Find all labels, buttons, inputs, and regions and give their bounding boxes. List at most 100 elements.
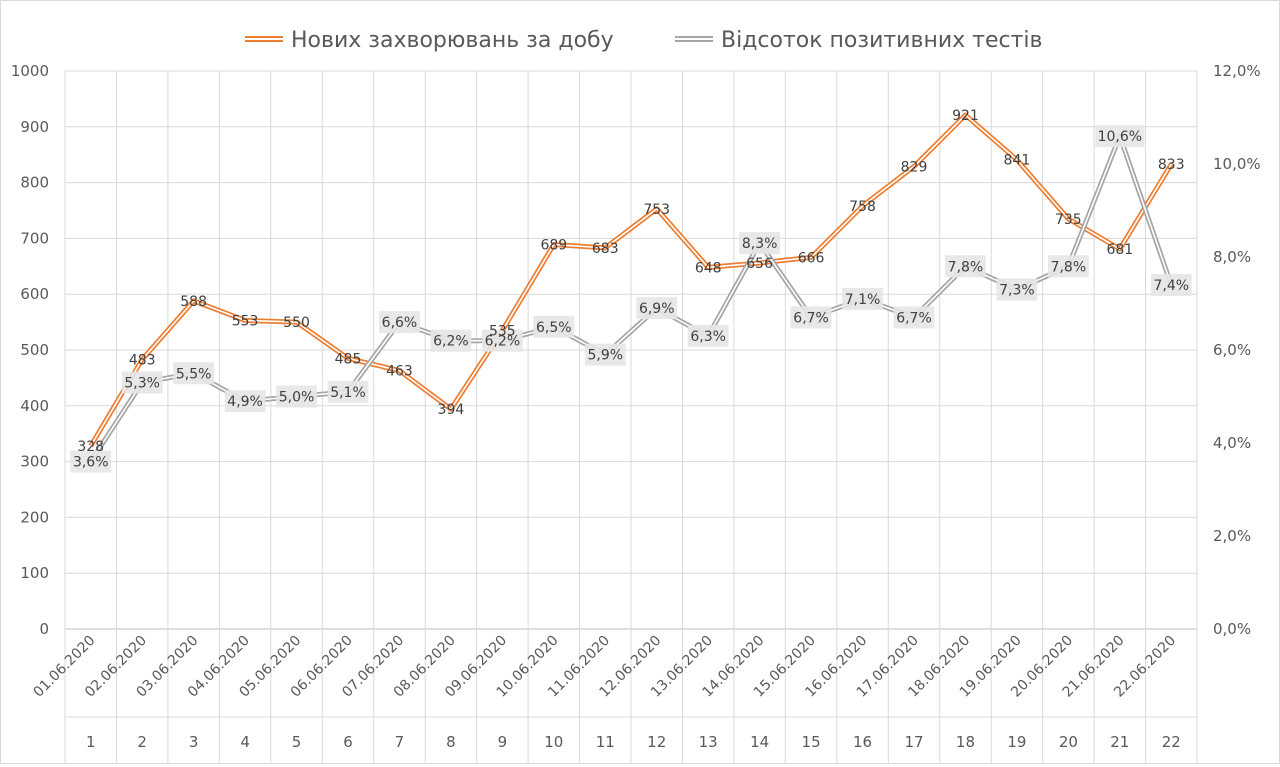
data-label-bg [739, 232, 781, 255]
x-index-label: 20 [1059, 733, 1078, 751]
x-index-label: 16 [853, 733, 872, 751]
data-label-new-cases: 689 [540, 238, 567, 254]
data-label-bg [276, 385, 317, 408]
x-index-label: 7 [395, 733, 405, 751]
data-label-new-cases: 753 [643, 202, 670, 218]
data-label-positive-rate: 7,3% [999, 283, 1035, 299]
data-label-bg [481, 329, 523, 352]
data-label-bg [636, 297, 678, 320]
x-index-label: 18 [956, 733, 975, 751]
data-label-bg [1047, 255, 1089, 278]
y-right-tick-label: 0,0% [1213, 620, 1251, 638]
data-label-new-cases: 463 [386, 364, 413, 380]
y-right-tick-label: 10,0% [1213, 155, 1261, 173]
data-label-positive-rate: 5,5% [176, 366, 212, 382]
x-index-label: 10 [544, 733, 563, 751]
data-label-new-cases: 483 [129, 352, 156, 368]
x-index-label: 21 [1110, 733, 1129, 751]
y-left-tick-label: 100 [20, 564, 49, 582]
data-label-bg [1150, 273, 1192, 296]
x-index-label: 11 [596, 733, 615, 751]
data-label-bg [173, 362, 215, 385]
data-label-bg [533, 315, 575, 338]
data-label-bg [379, 311, 420, 334]
data-label-positive-rate: 10,6% [1098, 129, 1142, 145]
y-axis-right: 0,0% 2,0% 4,0% 6,0% 8,0% 10,0% 12,0% [1213, 62, 1261, 638]
data-label-positive-rate: 3,6% [73, 455, 109, 471]
legend-item-gray: Відсоток позитивних тестів [675, 28, 1042, 53]
data-label-new-cases: 485 [335, 351, 362, 367]
data-label-positive-rate: 7,8% [1051, 259, 1087, 275]
legend-label-gray: Відсоток позитивних тестів [721, 28, 1042, 53]
data-label-positive-rate: 7,8% [948, 259, 984, 275]
data-label-positive-rate: 8,3% [742, 236, 778, 252]
data-label-bg [430, 329, 472, 352]
x-index-label: 19 [1007, 733, 1026, 751]
y-right-tick-label: 8,0% [1213, 248, 1251, 266]
y-right-tick-label: 12,0% [1213, 62, 1261, 80]
data-label-bg [1095, 125, 1145, 148]
data-label-bg [327, 380, 369, 403]
y-left-tick-label: 600 [20, 285, 49, 303]
x-index-label: 8 [446, 733, 456, 751]
x-axis: 01.06.202002.06.202003.06.202004.06.2020… [31, 633, 1181, 751]
data-label-positive-rate: 7,4% [1153, 278, 1189, 294]
data-label-new-cases: 648 [695, 260, 722, 276]
data-label-bg [842, 287, 883, 310]
x-index-label: 5 [292, 733, 302, 751]
y-left-tick-label: 200 [20, 508, 49, 526]
y-left-tick-label: 800 [20, 174, 49, 192]
y-right-tick-label: 4,0% [1213, 434, 1251, 452]
data-label-positive-rate: 6,7% [793, 310, 829, 326]
data-label-positive-rate: 6,6% [382, 315, 418, 331]
y-left-tick-label: 700 [20, 229, 49, 247]
data-label-new-cases: 833 [1158, 157, 1185, 173]
data-label-new-cases: 588 [180, 294, 207, 310]
x-index-label: 2 [137, 733, 147, 751]
data-label-new-cases: 550 [283, 315, 310, 331]
data-label-positive-rate: 5,9% [587, 348, 623, 364]
x-index-label: 17 [904, 733, 923, 751]
grid-lines [64, 70, 1198, 763]
data-label-bg [584, 343, 626, 366]
x-index-label: 6 [343, 733, 353, 751]
data-label-new-cases: 758 [849, 199, 876, 215]
data-label-bg [945, 255, 986, 278]
y-left-tick-label: 400 [20, 397, 49, 415]
data-label-new-cases: 394 [438, 402, 465, 418]
data-label-bg [996, 278, 1038, 301]
data-label-bg [224, 390, 266, 413]
x-index-label: 13 [699, 733, 718, 751]
data-label-positive-rate: 5,0% [279, 390, 315, 406]
y-left-tick-label: 900 [20, 118, 49, 136]
data-label-positive-rate: 6,3% [690, 329, 726, 345]
series-line-inner-positive-rate [90, 135, 1173, 463]
data-label-new-cases: 921 [952, 108, 979, 124]
x-index-label: 12 [647, 733, 666, 751]
data-label-positive-rate: 6,5% [536, 320, 572, 336]
y-left-tick-label: 0 [39, 620, 49, 638]
data-label-positive-rate: 5,3% [124, 376, 160, 392]
y-right-tick-label: 2,0% [1213, 527, 1251, 545]
data-label-new-cases: 735 [1055, 212, 1082, 228]
x-index-label: 15 [802, 733, 821, 751]
data-label-positive-rate: 5,1% [330, 385, 366, 401]
x-index-label: 1 [86, 733, 96, 751]
legend-label-orange: Нових захворювань за добу [291, 28, 614, 53]
data-label-positive-rate: 6,9% [639, 301, 675, 317]
data-label-new-cases: 553 [232, 313, 259, 329]
y-left-tick-label: 300 [20, 453, 49, 471]
data-label-new-cases: 656 [746, 256, 773, 272]
data-label-bg [687, 325, 729, 348]
y-right-tick-label: 6,0% [1213, 341, 1251, 359]
data-label-positive-rate: 6,7% [896, 310, 932, 326]
y-axis-left: 0 100 200 300 400 500 600 700 800 900 1000 [11, 62, 49, 638]
data-label-new-cases: 666 [798, 250, 825, 266]
data-label-bg [121, 371, 163, 394]
data-label-bg [70, 450, 112, 473]
y-left-tick-label: 1000 [11, 62, 49, 80]
data-label-positive-rate: 7,1% [845, 292, 881, 308]
data-label-new-cases: 328 [77, 439, 104, 455]
